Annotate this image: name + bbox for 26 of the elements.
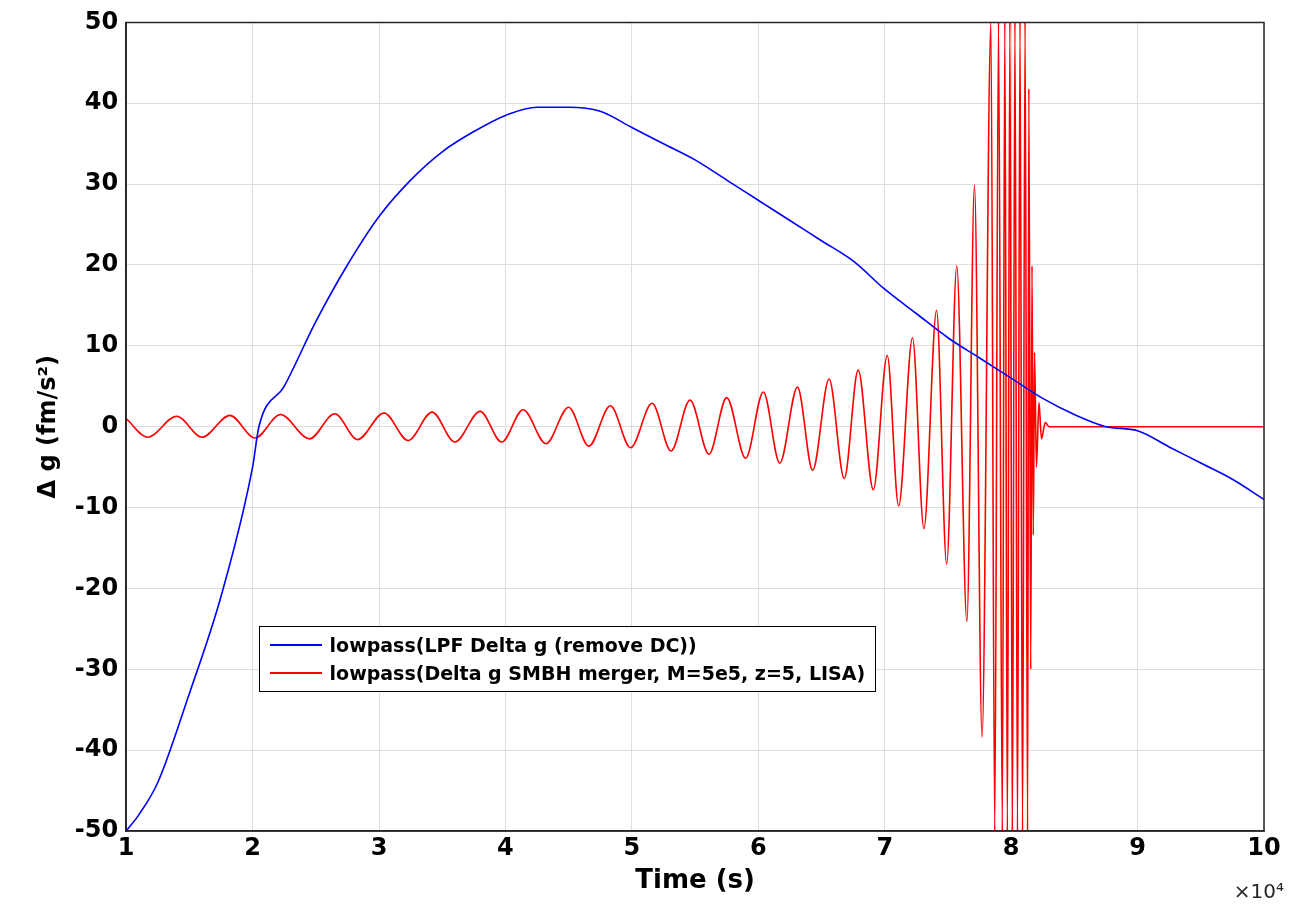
y-tick-label: -30 <box>74 653 119 682</box>
x-tick-label: 9 <box>1129 832 1146 861</box>
x-tick-label: 6 <box>749 832 767 861</box>
y-tick-label: 50 <box>84 6 119 35</box>
legend-label: lowpass(Delta g SMBH merger, M=5e5, z=5, LISA) <box>329 661 866 686</box>
x-axis-title: Time (s) <box>635 864 755 895</box>
x-tick-label: 1 <box>117 832 135 861</box>
legend-label: lowpass(LPF Delta g (remove DC)) <box>329 633 697 658</box>
text: ×10⁴ <box>1233 879 1284 904</box>
y-tick-label: 0 <box>101 410 119 439</box>
x-tick-label: 7 <box>876 832 894 861</box>
x-tick-label: 10 <box>1247 832 1281 861</box>
y-tick-label: -50 <box>74 815 119 844</box>
x-tick-label: 2 <box>244 832 261 861</box>
x-tick-label: 5 <box>623 832 641 861</box>
y-tick-label: 30 <box>84 168 119 197</box>
y-tick-label: 40 <box>84 87 119 116</box>
y-tick-label: 10 <box>84 330 119 359</box>
y-axis-title: Δ g (fm/s²) <box>32 354 61 499</box>
y-tick-label: -20 <box>74 572 119 601</box>
x-tick-label: 4 <box>497 832 514 861</box>
y-tick-label: -40 <box>74 734 119 763</box>
x-tick-label: 3 <box>370 832 388 861</box>
y-tick-label: 20 <box>84 249 119 278</box>
x-tick-label: 8 <box>1002 832 1020 861</box>
y-tick-label: -10 <box>74 491 119 520</box>
